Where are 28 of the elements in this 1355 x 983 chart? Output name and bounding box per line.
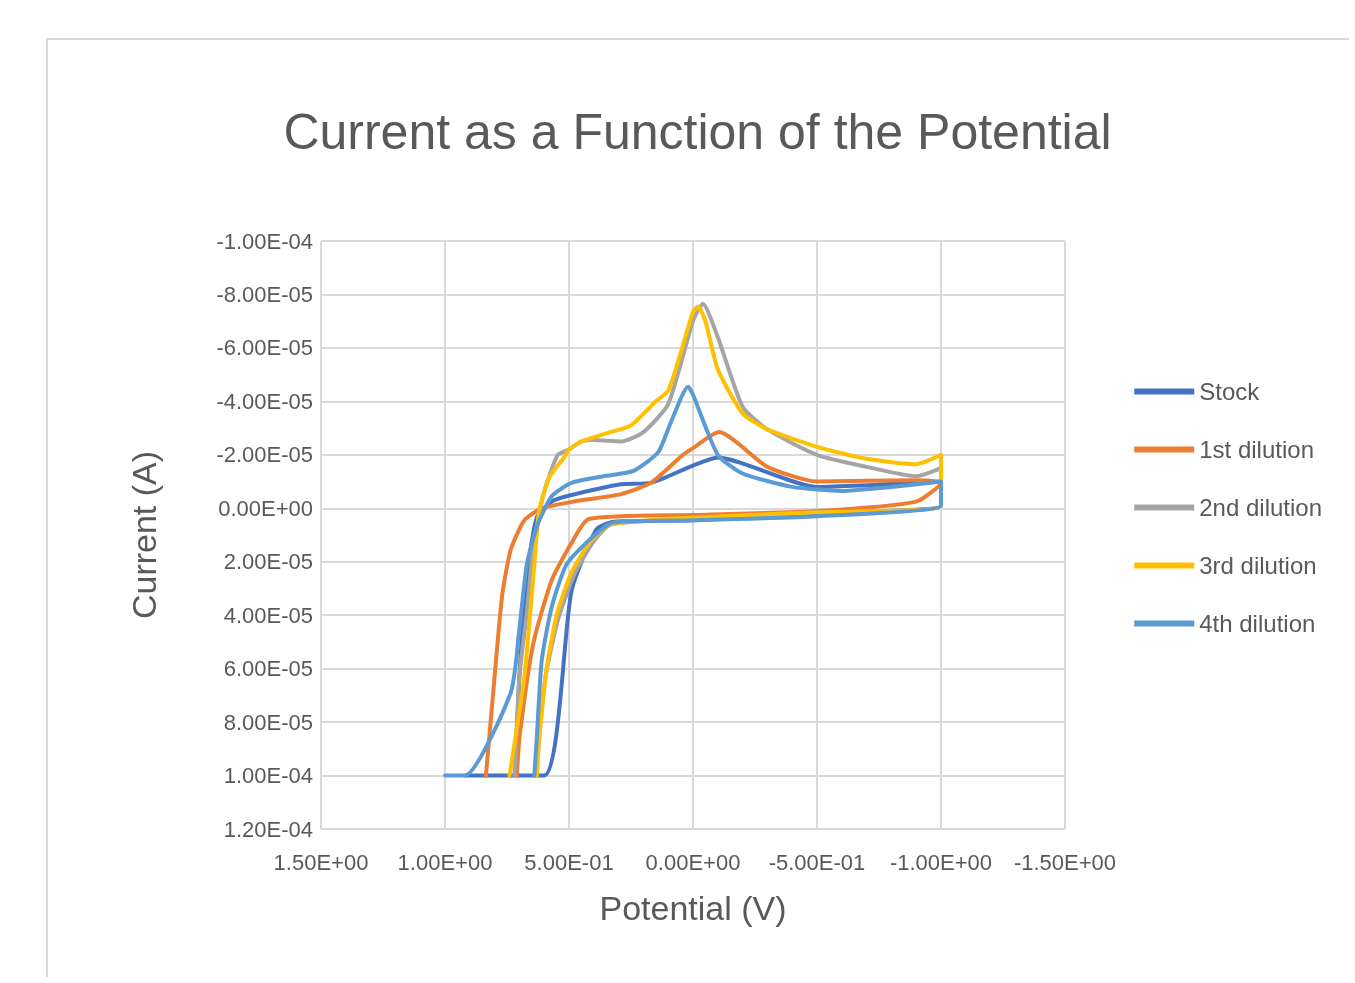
line-series: [443, 384, 943, 778]
y-tick-label: 0.00E+00: [218, 495, 313, 521]
x-tick-label: 1.00E+00: [397, 849, 493, 875]
legend-label: Stock: [1199, 378, 1261, 405]
y-tick-label: -8.00E-05: [216, 281, 313, 307]
x-tick-label: -1.50E+00: [1013, 849, 1117, 875]
y-tick-label: 4.00E-05: [223, 602, 313, 628]
x-tick-label: -1.00E+00: [889, 849, 993, 875]
y-tick-label: 1.20E-04: [223, 816, 313, 842]
x-tick-label: 1.50E+00: [273, 849, 369, 875]
y-tick-label: 8.00E-05: [223, 709, 313, 735]
x-tick-label: 5.00E-01: [524, 849, 614, 875]
y-tick-label: -4.00E-05: [216, 388, 313, 414]
x-axis-title: Potential (V): [599, 889, 787, 927]
y-tick-label: -1.00E-04: [216, 228, 313, 254]
y-tick-label: -6.00E-05: [216, 335, 313, 361]
y-axis-title: Current (A): [125, 450, 163, 620]
x-tick-label: 0.00E+00: [645, 849, 741, 875]
y-tick-label: -2.00E-05: [216, 442, 313, 468]
legend-label: 2nd dilution: [1199, 494, 1322, 521]
y-tick-label: 6.00E-05: [223, 656, 313, 682]
x-tick-label: -5.00E-01: [768, 849, 866, 875]
legend-label: 1st dilution: [1199, 436, 1314, 463]
y-tick-label: 2.00E-05: [223, 549, 313, 575]
y-tick-label: 1.00E-04: [223, 763, 313, 789]
legend-label: 3rd dilution: [1199, 552, 1317, 579]
chart-title: Current as a Function of the Potential: [283, 104, 1112, 160]
legend-label: 4th dilution: [1199, 610, 1316, 637]
